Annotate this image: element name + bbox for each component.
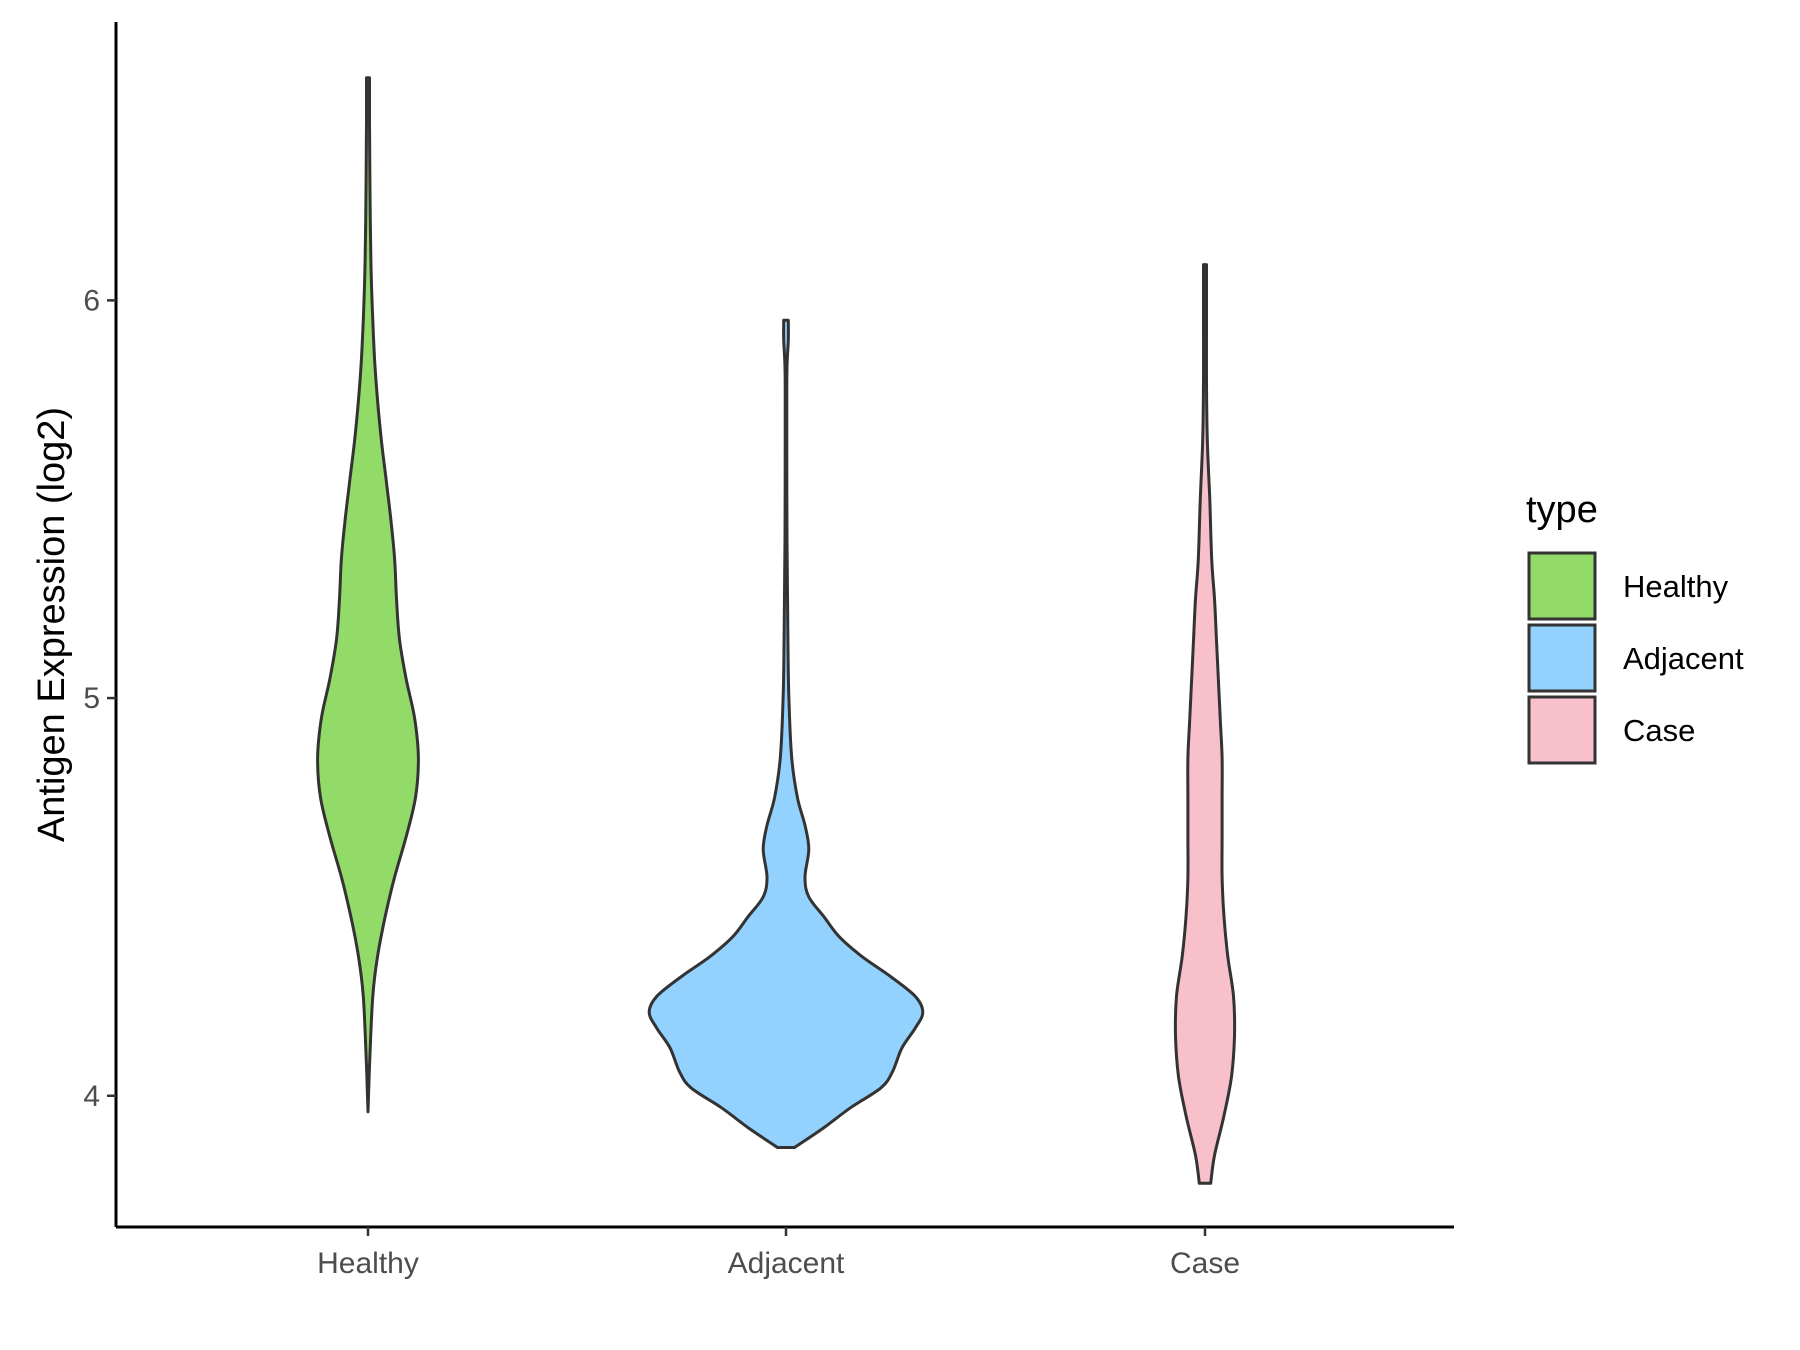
y-axis-ticks: 4 5 6	[83, 284, 116, 1113]
legend-key-case	[1527, 695, 1597, 765]
legend-label-adjacent: Adjacent	[1623, 641, 1744, 676]
legend: type Healthy Adjacent Case	[1526, 489, 1744, 765]
legend-key-healthy	[1527, 551, 1597, 621]
x-tick-label-adjacent: Adjacent	[728, 1247, 845, 1280]
legend-label-healthy: Healthy	[1623, 569, 1729, 604]
violin-case	[1173, 263, 1237, 1185]
y-tick-label: 5	[83, 682, 100, 715]
violin-healthy	[316, 76, 420, 1114]
x-tick-label-case: Case	[1170, 1247, 1240, 1280]
legend-label-case: Case	[1623, 713, 1695, 748]
x-axis-ticks: Healthy Adjacent Case	[317, 1227, 1240, 1280]
legend-key-adjacent	[1527, 623, 1597, 693]
legend-title: type	[1526, 489, 1598, 531]
y-tick-label: 4	[83, 1080, 100, 1113]
violin-adjacent	[647, 318, 925, 1149]
x-tick-label-healthy: Healthy	[317, 1247, 419, 1280]
violin-layer	[316, 76, 1237, 1185]
y-axis-title: Antigen Expression (log2)	[31, 407, 73, 842]
y-tick-label: 6	[83, 284, 100, 317]
